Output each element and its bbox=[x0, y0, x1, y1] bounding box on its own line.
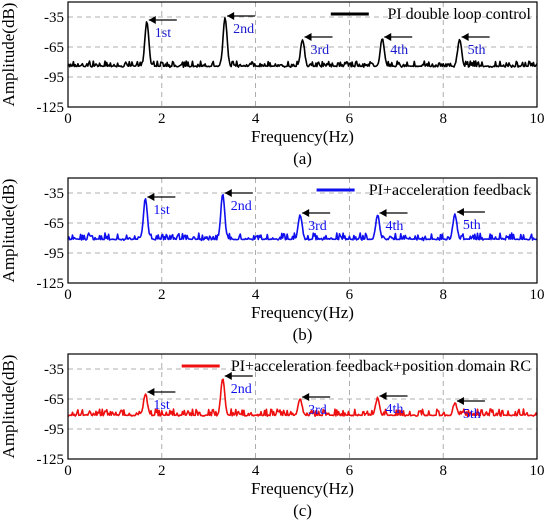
peak-label: 2nd bbox=[231, 199, 252, 214]
peak-arrowhead bbox=[227, 12, 235, 20]
peak-arrowhead bbox=[224, 372, 232, 380]
y-tick-label: -95 bbox=[44, 70, 64, 86]
panel-label: (c) bbox=[293, 501, 312, 520]
x-tick-label: 10 bbox=[530, 287, 545, 303]
peak-arrowhead bbox=[224, 189, 232, 197]
legend: PI+acceleration feedback+position domain… bbox=[181, 358, 531, 375]
y-tick-label: -35 bbox=[44, 186, 64, 202]
legend: PI+acceleration feedback bbox=[316, 182, 531, 199]
series-line bbox=[67, 17, 538, 69]
panel-label: (b) bbox=[293, 325, 313, 344]
x-tick-label: 4 bbox=[252, 287, 260, 303]
peak-label: 4th bbox=[386, 219, 404, 234]
x-tick-label: 10 bbox=[530, 463, 545, 479]
x-tick-label: 2 bbox=[158, 463, 166, 479]
peak-arrowhead bbox=[384, 33, 392, 41]
plot-frame bbox=[67, 1, 538, 108]
y-tick-label: -65 bbox=[44, 216, 64, 232]
x-tick-label: 0 bbox=[64, 463, 72, 479]
peak-label: 3rd bbox=[311, 43, 330, 58]
peak-label: 3rd bbox=[308, 219, 327, 234]
y-tick-label: -65 bbox=[44, 392, 64, 408]
series-line bbox=[67, 378, 538, 418]
y-tick-label: -35 bbox=[44, 10, 64, 26]
x-tick-label: 6 bbox=[346, 111, 354, 127]
panel-a: 1st 2nd 3rd 4th 5th PI double loop control -35… bbox=[0, 1, 545, 168]
y-axis-label: Amplitude(dB) bbox=[0, 355, 18, 459]
peak-arrowhead bbox=[302, 209, 310, 217]
peak-label: 4th bbox=[386, 402, 404, 417]
peak-arrowhead bbox=[456, 208, 464, 216]
plot-frame bbox=[67, 353, 538, 460]
x-tick-label: 8 bbox=[439, 463, 447, 479]
peak-label: 2nd bbox=[233, 22, 254, 37]
panel-b: 1st 2nd 3rd 4th 5th PI+acceleration feedback -… bbox=[0, 177, 545, 344]
x-tick-label: 4 bbox=[252, 111, 260, 127]
legend-label: PI+acceleration feedback bbox=[369, 182, 531, 199]
peak-label: 1st bbox=[153, 398, 169, 413]
x-tick-label: 4 bbox=[252, 463, 260, 479]
legend: PI double loop control bbox=[330, 6, 532, 23]
x-axis-label: Frequency(Hz) bbox=[251, 127, 354, 146]
panel-c: 1st 2nd 3rd 4th 5th PI+acceleration feedback+… bbox=[0, 353, 545, 520]
x-tick-label: 10 bbox=[530, 111, 545, 127]
x-axis-label: Frequency(Hz) bbox=[251, 479, 354, 498]
x-tick-label: 0 bbox=[64, 287, 72, 303]
x-tick-label: 8 bbox=[439, 111, 447, 127]
peak-arrowhead bbox=[147, 388, 155, 396]
peak-label: 1st bbox=[155, 26, 171, 41]
y-tick-label: -65 bbox=[44, 40, 64, 56]
x-tick-label: 0 bbox=[64, 111, 72, 127]
panel-label: (a) bbox=[293, 149, 312, 168]
peak-arrowhead bbox=[379, 392, 387, 400]
y-axis-label: Amplitude(dB) bbox=[0, 3, 18, 107]
legend-label: PI double loop control bbox=[387, 6, 531, 23]
plot-frame bbox=[67, 177, 538, 284]
y-tick-label: -125 bbox=[37, 276, 65, 292]
y-tick-label: -95 bbox=[44, 246, 64, 262]
peak-arrowhead bbox=[456, 397, 464, 405]
y-tick-label: -125 bbox=[37, 100, 65, 116]
peak-arrowhead bbox=[461, 33, 469, 41]
peak-arrowhead bbox=[302, 393, 310, 401]
legend-label: PI+acceleration feedback+position domain… bbox=[231, 358, 531, 375]
peak-arrowhead bbox=[148, 16, 156, 24]
peak-label: 2nd bbox=[231, 382, 252, 397]
y-axis-label: Amplitude(dB) bbox=[0, 179, 18, 283]
x-tick-label: 2 bbox=[158, 111, 166, 127]
peak-arrowhead bbox=[304, 33, 312, 41]
peak-label: 5th bbox=[463, 407, 481, 422]
y-tick-label: -35 bbox=[44, 362, 64, 378]
peak-arrowhead bbox=[379, 209, 387, 217]
peak-label: 1st bbox=[153, 203, 169, 218]
x-tick-label: 6 bbox=[346, 463, 354, 479]
x-tick-label: 6 bbox=[346, 287, 354, 303]
x-axis-label: Frequency(Hz) bbox=[251, 303, 354, 322]
peak-arrowhead bbox=[147, 193, 155, 201]
peak-label: 3rd bbox=[308, 403, 327, 418]
y-tick-label: -95 bbox=[44, 422, 64, 438]
x-tick-label: 8 bbox=[439, 287, 447, 303]
series-line bbox=[67, 194, 538, 242]
peak-label: 5th bbox=[468, 43, 486, 58]
x-tick-label: 2 bbox=[158, 287, 166, 303]
y-tick-label: -125 bbox=[37, 452, 65, 468]
peak-label: 4th bbox=[390, 43, 408, 58]
peak-label: 5th bbox=[463, 218, 481, 233]
